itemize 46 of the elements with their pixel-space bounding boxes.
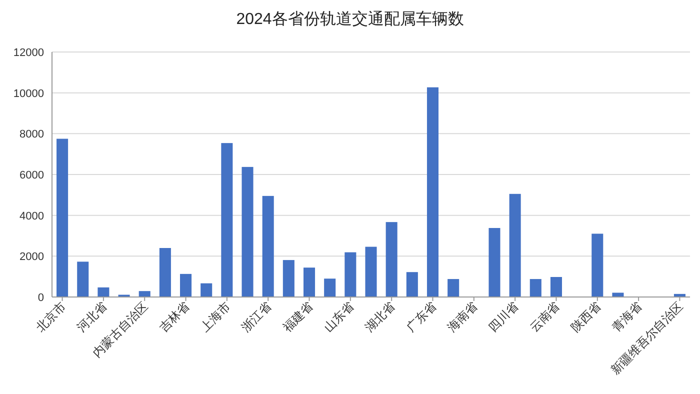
x-tick-label: 广东省: [404, 299, 439, 335]
y-tick-label: 8000: [20, 128, 44, 141]
y-tick-label: 4000: [20, 210, 44, 222]
x-tick-label: 河北省: [74, 299, 110, 335]
x-tick-label: 青海省: [609, 299, 645, 335]
bar: [530, 279, 542, 297]
bar: [509, 194, 521, 297]
y-tick-label: 2000: [20, 251, 44, 264]
bar: [386, 222, 398, 297]
bar: [77, 262, 89, 297]
bar: [406, 272, 418, 297]
x-tick-label: 四川省: [486, 299, 522, 335]
x-tick-label: 吉林省: [156, 299, 192, 335]
bar: [303, 268, 316, 297]
bar: [324, 278, 336, 297]
y-tick-label: 10000: [13, 88, 44, 100]
bar: [282, 260, 294, 297]
bar: [56, 138, 68, 297]
bar: [550, 276, 562, 297]
bar: [200, 283, 212, 297]
bar: [262, 196, 274, 297]
bar: [592, 234, 604, 297]
y-tick-label: 6000: [20, 170, 44, 182]
x-tick-label: 上海市: [198, 299, 234, 335]
bar: [180, 274, 192, 297]
x-tick-label: 浙江省: [238, 299, 274, 335]
chart-title: 2024各省份轨道交通配属车辆数: [236, 10, 464, 28]
x-tick-label: 海南省: [444, 299, 480, 335]
bar: [221, 143, 233, 297]
bar: [426, 87, 439, 297]
y-tick-label: 12000: [13, 47, 44, 59]
bar: [344, 252, 356, 297]
bar: [448, 279, 460, 297]
bar: [612, 292, 624, 297]
bar: [159, 248, 171, 297]
x-tick-label: 湖北省: [362, 299, 398, 335]
x-tick-label: 陕西省: [568, 299, 604, 335]
bar: [365, 246, 377, 297]
x-tick-label: 山东省: [321, 299, 357, 335]
bar: [98, 287, 110, 297]
bar: [488, 228, 500, 297]
bar: [242, 166, 254, 297]
y-tick-label: 0: [38, 292, 44, 304]
x-tick-label: 福建省: [280, 299, 316, 335]
x-tick-label: 云南省: [526, 299, 562, 335]
bar: [138, 291, 150, 297]
